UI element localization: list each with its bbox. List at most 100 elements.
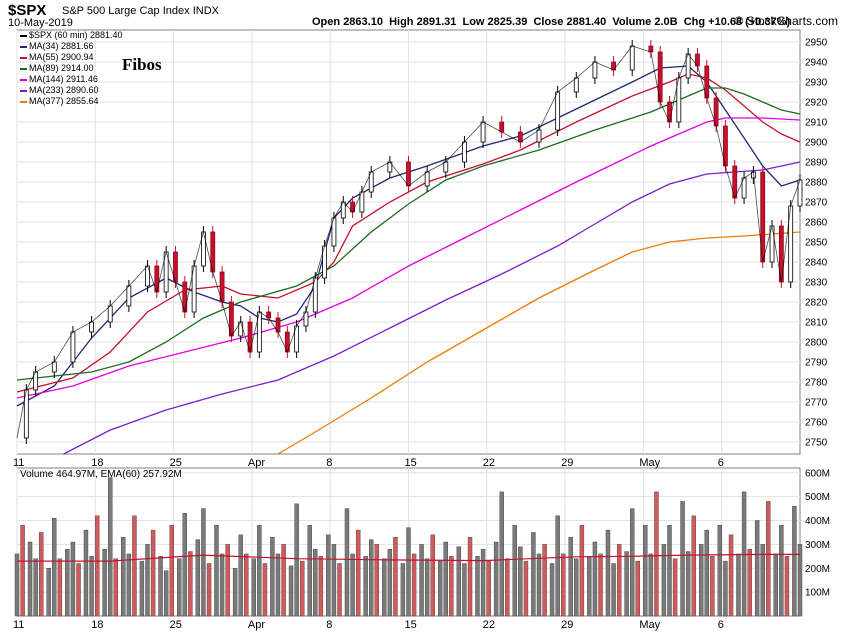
- price-y-tick: 2870: [805, 198, 828, 209]
- exchange-label: INDX: [192, 5, 219, 17]
- symbol-title: $SPX: [8, 2, 47, 19]
- series-layer: [16, 40, 803, 455]
- legend-swatch-ma34: [20, 45, 27, 48]
- price-y-tick: 2920: [805, 98, 828, 109]
- volume-bar: [313, 548, 318, 617]
- volume-label: Volume: [612, 16, 652, 28]
- volume-bar: [598, 553, 603, 617]
- volume-bar: [89, 556, 94, 617]
- price-candle-body: [555, 91, 561, 131]
- legend-swatch-ma233: [20, 89, 27, 92]
- price-y-tick: 2860: [805, 218, 828, 229]
- volume-bar: [275, 553, 281, 617]
- volume-bar: [206, 563, 212, 617]
- price-x-tick: 11: [13, 457, 24, 469]
- volume-y-tick: 300M: [805, 540, 830, 551]
- volume-bar: [281, 544, 286, 617]
- legend-swatch-ma89: [20, 67, 27, 70]
- legend-row-ma34: MA(34) 2881.66: [20, 41, 123, 52]
- price-y-tick: 2850: [805, 238, 828, 249]
- price-candle-body: [51, 361, 57, 373]
- price-candle-body: [592, 61, 598, 79]
- volume-bar: [337, 563, 342, 617]
- price-y-tick: 2790: [805, 358, 828, 369]
- close-label: Close: [533, 16, 564, 28]
- price-y-tick: 2810: [805, 318, 828, 329]
- volume-y-tick: 400M: [805, 516, 830, 527]
- chg-value: +10.68 (+0.37%): [708, 16, 791, 28]
- price-candle-body: [462, 141, 467, 163]
- volume-bar: [108, 477, 113, 617]
- price-y-tick: 2750: [805, 438, 828, 449]
- price-candle-body: [424, 171, 430, 187]
- price-y-tick: 2830: [805, 278, 828, 289]
- price-candle-body: [70, 331, 76, 363]
- price-candle-body: [443, 161, 449, 173]
- volume-bar: [331, 544, 337, 617]
- volume-bar: [685, 551, 691, 617]
- volume-bar: [406, 527, 411, 617]
- volume-bar: [176, 558, 182, 617]
- volume-bar: [723, 560, 728, 617]
- volume-y-tick: 200M: [805, 564, 830, 575]
- volume-bar: [499, 491, 504, 617]
- legend-symbol-row: $SPX (60 min) 2881.40: [20, 30, 123, 41]
- price-x-tick: 25: [170, 457, 182, 469]
- volume-bar: [150, 529, 156, 617]
- volume-bar: [27, 541, 33, 617]
- volume-bar: [387, 548, 393, 617]
- volume-bar: [630, 508, 635, 617]
- volume-bar: [587, 556, 592, 617]
- volume-bar: [579, 525, 585, 617]
- legend-swatch-ma144: [20, 78, 27, 81]
- volume-bar: [512, 525, 517, 617]
- volume-bar: [643, 525, 648, 617]
- price-x-tick: Apr: [248, 457, 265, 469]
- volume-bar: [661, 544, 667, 617]
- volume-bar: [201, 508, 206, 617]
- volume-bar: [76, 563, 81, 617]
- index-name: S&P 500 Large Cap Index INDX: [62, 5, 219, 17]
- price-y-tick: 2770: [805, 398, 828, 409]
- volume-x-tick: 18: [91, 619, 103, 631]
- volume-bar: [797, 544, 803, 617]
- volume-panel-label: Volume 464.97M, EMA(60) 257.92M: [20, 469, 182, 480]
- price-x-tick: 18: [91, 457, 103, 469]
- high-label: High: [389, 16, 414, 28]
- volume-bar: [139, 560, 145, 617]
- volume-bar: [39, 532, 44, 617]
- chart-date: 10-May-2019: [8, 17, 73, 29]
- price-y-tick: 2780: [805, 378, 828, 389]
- volume-bar: [424, 558, 430, 617]
- volume-bar: [680, 501, 685, 617]
- volume-bar: [52, 517, 57, 617]
- volume-bar: [568, 537, 573, 617]
- ohlc-readout: Open 2863.10 High 2891.31 Low 2825.39 Cl…: [312, 16, 790, 28]
- volume-bar: [574, 558, 579, 617]
- legend-label-ma55: MA(55) 2900.94: [29, 52, 94, 62]
- price-x-tick: 6: [718, 457, 724, 469]
- price-candle-body: [406, 161, 411, 187]
- legend-label-ma233: MA(233) 2890.60: [29, 85, 99, 95]
- price-y-tick: 2910: [805, 118, 828, 129]
- volume-x-tick: 6: [718, 619, 724, 631]
- price-candle-body: [629, 45, 635, 71]
- price-y-tick: 2840: [805, 258, 828, 269]
- volume-bar: [57, 558, 63, 617]
- volume-bar: [779, 525, 784, 617]
- volume-bar: [717, 525, 723, 617]
- volume-bar: [102, 548, 107, 617]
- ma-line-ma377: [277, 231, 801, 455]
- price-x-tick: 8: [326, 457, 332, 469]
- low-label: Low: [462, 16, 485, 28]
- volume-bar: [704, 529, 709, 617]
- volume-bar: [232, 568, 238, 617]
- volume-bar: [214, 525, 219, 617]
- volume-bar: [542, 544, 547, 617]
- volume-bar: [374, 544, 380, 617]
- legend-price-swatch: [20, 34, 27, 37]
- volume-bar: [65, 548, 70, 617]
- volume-bar: [531, 532, 536, 617]
- volume-bar: [773, 553, 778, 617]
